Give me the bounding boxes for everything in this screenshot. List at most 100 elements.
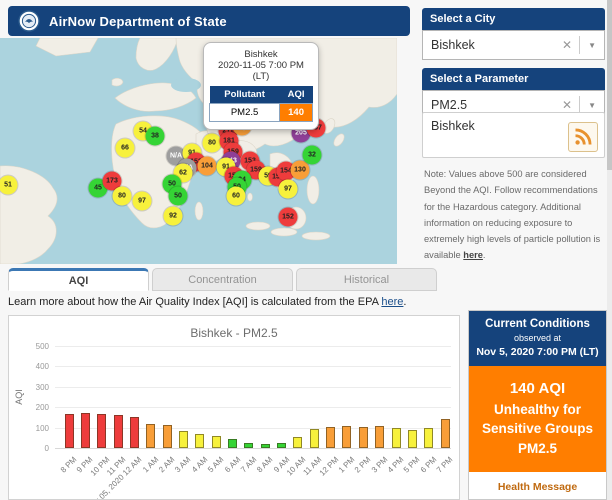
tab-concentration[interactable]: Concentration [152,268,293,291]
note-prefix: Note: Values above 500 are considered Be… [424,169,601,261]
aqi-bar-8-pm[interactable] [64,414,74,448]
aqi-map-marker[interactable]: 130 [290,160,310,180]
chart-gridline [55,346,451,347]
aqi-bar-3-am[interactable] [178,430,188,448]
select-divider [579,36,581,54]
chart-gridline [55,427,451,429]
popup-table: Pollutant AQI PM2.5 140 [208,86,313,122]
popup-timezone: (LT) [252,71,270,82]
aqi-map-marker[interactable]: 92 [163,206,183,226]
aqi-bar-6-pm[interactable] [424,427,434,448]
aqi-bar-nov-05-2020-12-am[interactable] [129,416,139,448]
rss-feed-box: Bishkek [422,112,605,158]
aqi-bar-5-am[interactable] [211,435,221,448]
current-conditions-panel: Current Conditions observed at Nov 5, 20… [468,310,607,500]
aqi-map-marker[interactable]: 97 [278,179,298,199]
aqi-bar-1-pm[interactable] [342,425,352,448]
aqi-bar-1-am[interactable] [146,423,156,448]
rss-feed-button[interactable] [568,122,598,152]
cc-title: Current Conditions [485,318,590,330]
aqi-bar-10-am[interactable] [293,436,303,448]
cc-observed-label: observed at [513,333,562,343]
tab-historical[interactable]: Historical [296,268,437,291]
cc-category: Unhealthy for Sensitive Groups [481,401,594,437]
aqi-map-marker[interactable]: 66 [115,138,135,158]
aqi-bar-9-am[interactable] [277,443,287,448]
aqi-bar-6-am[interactable] [228,439,237,448]
aqi-bar-8-am[interactable] [260,443,270,448]
aqi-map-marker[interactable]: 50 [168,186,188,206]
parameter-panel-header: Select a Parameter [422,68,605,90]
cc-aqi-value: 140 AQI [509,380,566,397]
learn-more-suffix: . [403,296,407,308]
learn-more-text: Learn more about how the Air Quality Ind… [8,296,406,308]
popup-datetime: 2020-11-05 7:00 PM [218,60,304,71]
epa-link[interactable]: here [381,296,404,308]
aqi-bar-7-pm[interactable] [440,419,450,448]
aqi-bar-10-pm[interactable] [97,413,107,448]
aqi-bar-2-pm[interactable] [358,426,368,448]
aqi-bar-2-am[interactable] [162,425,172,448]
aqi-bar-11-am[interactable] [309,428,319,448]
aqi-map-marker[interactable]: 38 [145,126,165,146]
cc-aqi-block: 140 AQI Unhealthy for Sensitive Groups P… [469,366,606,473]
scrollbar-thumb[interactable] [607,0,612,170]
clear-city-icon[interactable]: ✕ [562,38,573,52]
app-title: AirNow Department of State [49,13,227,29]
city-panel: Select a City Bishkek ✕ ▼ [422,8,605,60]
current-conditions-header: Current Conditions observed at Nov 5, 20… [469,311,606,366]
aqi-bar-3-pm[interactable] [375,425,385,448]
page-scrollbar[interactable] [607,0,612,500]
tab-aqi[interactable]: AQI [8,268,149,291]
clear-parameter-icon[interactable]: ✕ [562,98,573,112]
aqi-bar-12-pm[interactable] [326,426,336,448]
aqi-map-marker[interactable]: 80 [202,133,222,153]
map-popup: Bishkek 2020-11-05 7:00 PM (LT) Pollutan… [203,42,319,130]
aqi-map-marker[interactable]: 60 [226,186,246,206]
aqi-bar-4-pm[interactable] [391,427,401,448]
chevron-down-icon[interactable]: ▼ [588,100,596,110]
cc-health-section: Health Message When AQI values are betwe… [469,472,606,499]
aqi-bar-4-am[interactable] [195,433,205,448]
feed-city-label: Bishkek [431,119,475,133]
y-axis-tick: 0 [44,444,49,453]
city-panel-header: Select a City [422,8,605,30]
world-aqi-map[interactable]: 51664517380975438N/A91153104N/A625050928… [0,38,397,264]
chart-title: Bishkek - PM2.5 [190,326,278,340]
aqi-note-text: Note: Values above 500 are considered Be… [424,166,606,264]
aqi-map-marker[interactable]: 152 [278,207,298,227]
aqi-bar-9-pm[interactable] [80,412,90,448]
chart-gridline [55,366,451,368]
y-axis-tick: 400 [35,362,49,372]
aqi-bar-7-am[interactable] [244,442,254,448]
rss-icon [575,128,592,145]
city-select[interactable]: Bishkek ✕ ▼ [422,30,605,60]
chart-gridline [55,386,451,388]
aqi-bar-5-pm[interactable] [407,430,417,448]
cc-datetime: Nov 5, 2020 7:00 PM (LT) [476,346,599,358]
popup-pollutant-value: PM2.5 [208,103,281,122]
note-here-link[interactable]: here [463,250,483,261]
aqi-map-marker[interactable]: 51 [0,175,18,195]
y-axis-tick: 500 [35,342,49,351]
popup-col-pollutant: Pollutant [209,86,280,104]
chart-gridline [55,407,451,409]
chevron-down-icon[interactable]: ▼ [588,40,596,50]
aqi-map-marker[interactable]: 173 [102,171,122,191]
aqi-map-marker[interactable]: 97 [132,191,152,211]
aqi-map-marker[interactable]: 32 [302,145,322,165]
popup-city: Bishkek [244,49,278,60]
cc-pollutant: PM2.5 [517,440,558,456]
learn-more-prefix: Learn more about how the Air Quality Ind… [8,296,382,308]
health-message-title: Health Message [497,481,578,494]
popup-aqi-value: 140 [279,103,313,122]
y-axis-tick: 300 [35,382,49,392]
aqi-map-marker[interactable]: 104 [197,156,217,176]
chart-tabs: AQI Concentration Historical [8,268,437,291]
aqi-bar-11-pm[interactable] [113,415,123,448]
aqi-bar-chart: Bishkek - PM2.5 AQI 0 100 200 300 400 500 8 PM… [8,315,460,500]
aqi-map-marker[interactable]: 80 [112,186,132,206]
note-suffix: . [482,250,486,261]
dos-seal-icon [18,10,40,32]
